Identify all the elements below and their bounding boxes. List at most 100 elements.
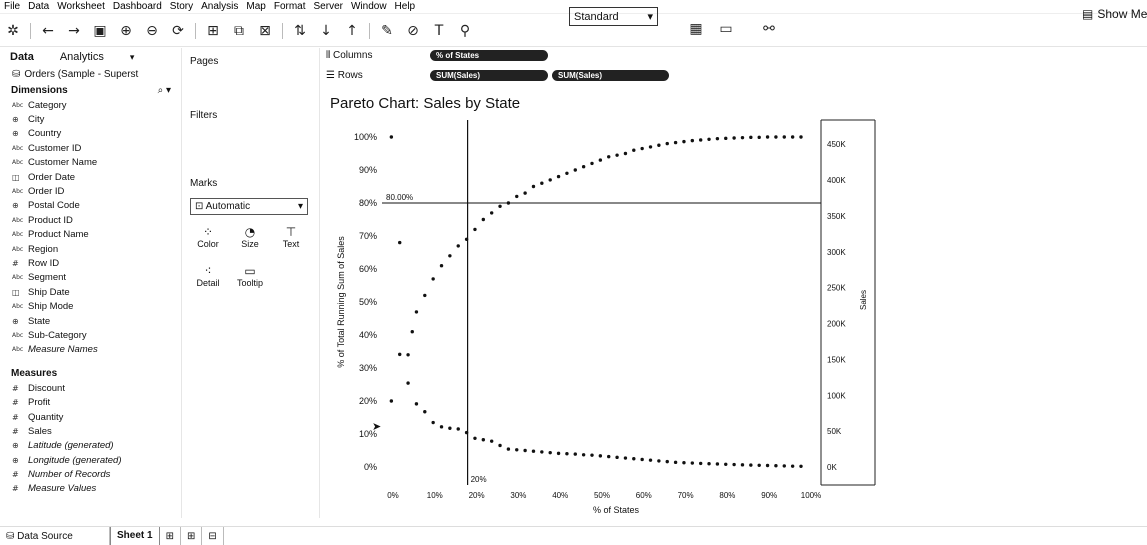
pane-menu-icon[interactable]: ▾: [129, 51, 135, 62]
field-item[interactable]: Abc Category: [0, 98, 181, 112]
menu-item-format[interactable]: Format: [273, 1, 306, 12]
rows-pill-2[interactable]: SUM(Sales): [552, 70, 669, 81]
show-labels-icon[interactable]: T: [434, 22, 444, 39]
field-item[interactable]: Abc Order ID: [0, 184, 181, 198]
field-item[interactable]: ⊕ Country: [0, 127, 181, 141]
swap-rows-columns-icon[interactable]: ⇅: [294, 22, 306, 39]
running-sum-point: [782, 135, 786, 139]
menu-item-story[interactable]: Story: [169, 1, 194, 12]
rows-pill-1[interactable]: SUM(Sales): [430, 70, 548, 81]
presentation-mode-icon[interactable]: ▭: [719, 21, 733, 37]
color-mark-button[interactable]: ⁘ Color: [188, 225, 228, 249]
field-item[interactable]: ◫ Ship Date: [0, 285, 181, 299]
field-item[interactable]: ⊕ Latitude (generated): [0, 439, 181, 453]
field-item[interactable]: Abc Ship Mode: [0, 299, 181, 313]
field-item[interactable]: # Sales: [0, 424, 181, 438]
field-item[interactable]: # Quantity: [0, 410, 181, 424]
fix-axes-icon[interactable]: ⚲: [459, 22, 471, 39]
tooltip-mark-button[interactable]: ▭ Tooltip: [230, 264, 270, 288]
menu-item-server[interactable]: Server: [313, 1, 343, 12]
datasource-item[interactable]: ⛁ Orders (Sample - Superst: [0, 66, 181, 82]
field-item[interactable]: Abc Measure Names: [0, 343, 181, 357]
menu-item-analysis[interactable]: Analysis: [201, 1, 239, 12]
sales-point: [406, 381, 410, 385]
field-item[interactable]: Abc Segment: [0, 271, 181, 285]
save-icon[interactable]: ▣: [93, 22, 107, 39]
tableau-logo-icon[interactable]: ✲: [7, 22, 19, 39]
forward-arrow-icon[interactable]: →: [68, 22, 80, 39]
field-item[interactable]: ⊕ Longitude (generated): [0, 453, 181, 467]
undo-redo-icon[interactable]: ⟳: [172, 22, 184, 39]
new-story-tab-button[interactable]: ⊟: [202, 526, 224, 545]
field-item[interactable]: Abc Product Name: [0, 228, 181, 242]
menu-item-worksheet[interactable]: Worksheet: [57, 1, 105, 12]
field-item[interactable]: ◫ Order Date: [0, 170, 181, 184]
group-members-icon[interactable]: ⊘: [407, 22, 419, 39]
field-item[interactable]: ⊕ Postal Code: [0, 199, 181, 213]
y-left-tick-label: 30%: [359, 363, 377, 373]
field-item[interactable]: # Measure Values: [0, 482, 181, 496]
pareto-chart[interactable]: 0% 10% 20% 30% 40% 50% 60% 70% 80% 90% 100% 0K 50K 10…: [326, 115, 886, 520]
field-item[interactable]: Abc Customer ID: [0, 141, 181, 155]
field-label: Product Name: [28, 229, 89, 241]
detail-icon: ⁖: [204, 264, 212, 278]
sales-point: [665, 459, 669, 464]
columns-shelf[interactable]: ⫴ Columns: [326, 47, 372, 63]
calendar-field-icon: ◫: [12, 287, 20, 297]
field-item[interactable]: Abc Product ID: [0, 213, 181, 227]
new-data-source-icon[interactable]: ⊕: [120, 22, 132, 39]
field-item[interactable]: Abc Customer Name: [0, 156, 181, 170]
menu-item-window[interactable]: Window: [350, 1, 387, 12]
search-icon[interactable]: ⌕ ▾: [157, 84, 171, 96]
sort-descending-icon[interactable]: ↑: [346, 22, 358, 39]
menu-item-map[interactable]: Map: [246, 1, 266, 12]
menu-item-dashboard[interactable]: Dashboard: [112, 1, 162, 12]
new-story-icon: ⊟: [208, 530, 217, 542]
show-me-button[interactable]: ▤ Show Me: [1082, 7, 1147, 21]
color-mark-label: Color: [197, 239, 219, 249]
sheet-tab[interactable]: Sheet 1: [110, 526, 160, 545]
fit-select[interactable]: Standard ▾: [569, 7, 658, 26]
y-right-tick-label: 0K: [827, 463, 837, 472]
y-left-tick-label: 10%: [359, 429, 377, 439]
running-sum-point: [556, 174, 561, 179]
field-item[interactable]: # Discount: [0, 381, 181, 395]
sales-point: [531, 449, 536, 453]
mark-type-select[interactable]: ⊡ Automatic ▾: [190, 198, 308, 215]
new-dashboard-tab-button[interactable]: ⊞: [181, 526, 203, 545]
filters-shelf-title: Filters: [190, 110, 218, 121]
field-item[interactable]: ⊕ State: [0, 314, 181, 328]
size-mark-button[interactable]: ◔ Size: [230, 225, 270, 249]
x-tick-label: 90%: [761, 491, 777, 500]
text-mark-button[interactable]: ⊤ Text: [271, 225, 311, 249]
clear-sheet-icon[interactable]: ⊠: [259, 22, 271, 39]
menu-item-data[interactable]: Data: [28, 1, 50, 12]
detail-mark-button[interactable]: ⁖ Detail: [188, 264, 228, 288]
field-item[interactable]: ⊕ City: [0, 112, 181, 126]
datasource-label: Orders (Sample - Superst: [24, 68, 139, 80]
field-item[interactable]: # Row ID: [0, 256, 181, 270]
field-item[interactable]: # Profit: [0, 395, 181, 409]
tab-data[interactable]: Data: [10, 51, 34, 63]
columns-pill[interactable]: % of States: [430, 50, 548, 61]
field-item[interactable]: Abc Sub-Category: [0, 328, 181, 342]
new-worksheet-icon[interactable]: ⊞: [207, 22, 219, 39]
new-worksheet-tab-button[interactable]: ⊞: [160, 526, 181, 545]
field-item[interactable]: Abc Region: [0, 242, 181, 256]
pause-updates-icon[interactable]: ⊖: [146, 22, 158, 39]
menu-item-help[interactable]: Help: [394, 1, 416, 12]
size-icon: ◔: [244, 225, 256, 239]
sales-point: [740, 463, 745, 467]
menu-item-file[interactable]: File: [4, 1, 21, 12]
rows-shelf[interactable]: ☰ Rows: [326, 67, 363, 83]
field-item[interactable]: # Number of Records: [0, 467, 181, 481]
data-source-tab[interactable]: ⛁ Data Source: [0, 526, 110, 545]
toolbar-separator: [282, 22, 283, 39]
highlight-icon[interactable]: ✎: [381, 22, 393, 39]
sort-ascending-icon[interactable]: ↓: [320, 22, 332, 39]
back-arrow-icon[interactable]: ←: [42, 22, 54, 39]
tab-analytics[interactable]: Analytics: [59, 51, 104, 63]
show-cards-icon[interactable]: ▦: [689, 21, 703, 37]
duplicate-sheet-icon[interactable]: ⧉: [234, 22, 244, 39]
share-workbook-icon[interactable]: ⚯: [763, 21, 775, 37]
